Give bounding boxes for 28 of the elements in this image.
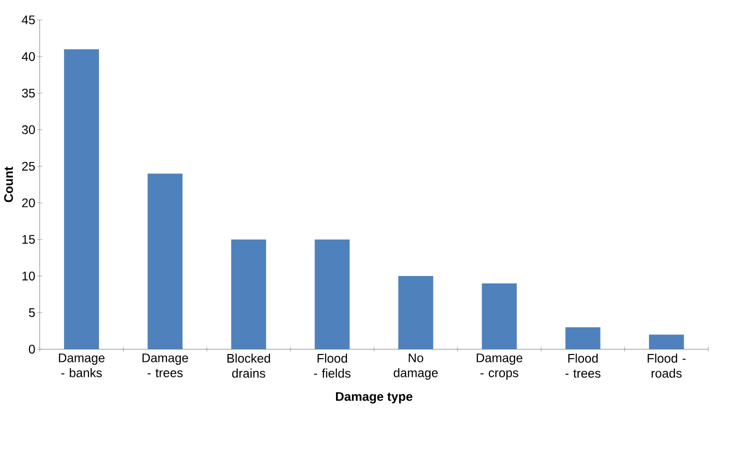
y-tick-label: 10 bbox=[22, 272, 35, 280]
bar bbox=[148, 174, 183, 350]
bar bbox=[231, 239, 266, 350]
x-tick-label: Damage - crops bbox=[476, 354, 522, 380]
bar bbox=[314, 239, 350, 350]
y-tick-label: 0 bbox=[28, 344, 35, 354]
x-tick-label: No damage bbox=[394, 354, 438, 380]
y-tick-label: 15 bbox=[22, 235, 35, 244]
y-tick-label: 45 bbox=[22, 16, 35, 24]
bar bbox=[64, 49, 99, 350]
y-tick-label: 35 bbox=[22, 88, 35, 98]
x-tick-label: Flood - trees bbox=[565, 354, 600, 378]
x-tick-label: Blocked drains bbox=[227, 354, 270, 378]
x-tick-label: Damage - trees bbox=[142, 354, 188, 378]
x-tick-label: Damage - banks bbox=[58, 354, 105, 378]
x-axis-title: Damage type bbox=[336, 392, 412, 404]
y-tick-label: 30 bbox=[22, 125, 35, 134]
x-tick-label: Flood - fields bbox=[314, 354, 350, 378]
bar bbox=[648, 334, 684, 350]
bar bbox=[482, 283, 517, 350]
y-tick-label: 5 bbox=[28, 308, 35, 317]
bar bbox=[398, 276, 434, 350]
y-tick-label: 25 bbox=[22, 162, 35, 171]
y-tick-label: 40 bbox=[22, 52, 35, 61]
bar bbox=[565, 327, 600, 350]
x-tick-label: Flood - roads bbox=[648, 354, 686, 378]
y-axis-title: Count bbox=[4, 166, 13, 202]
y-tick-label: 20 bbox=[22, 198, 35, 208]
